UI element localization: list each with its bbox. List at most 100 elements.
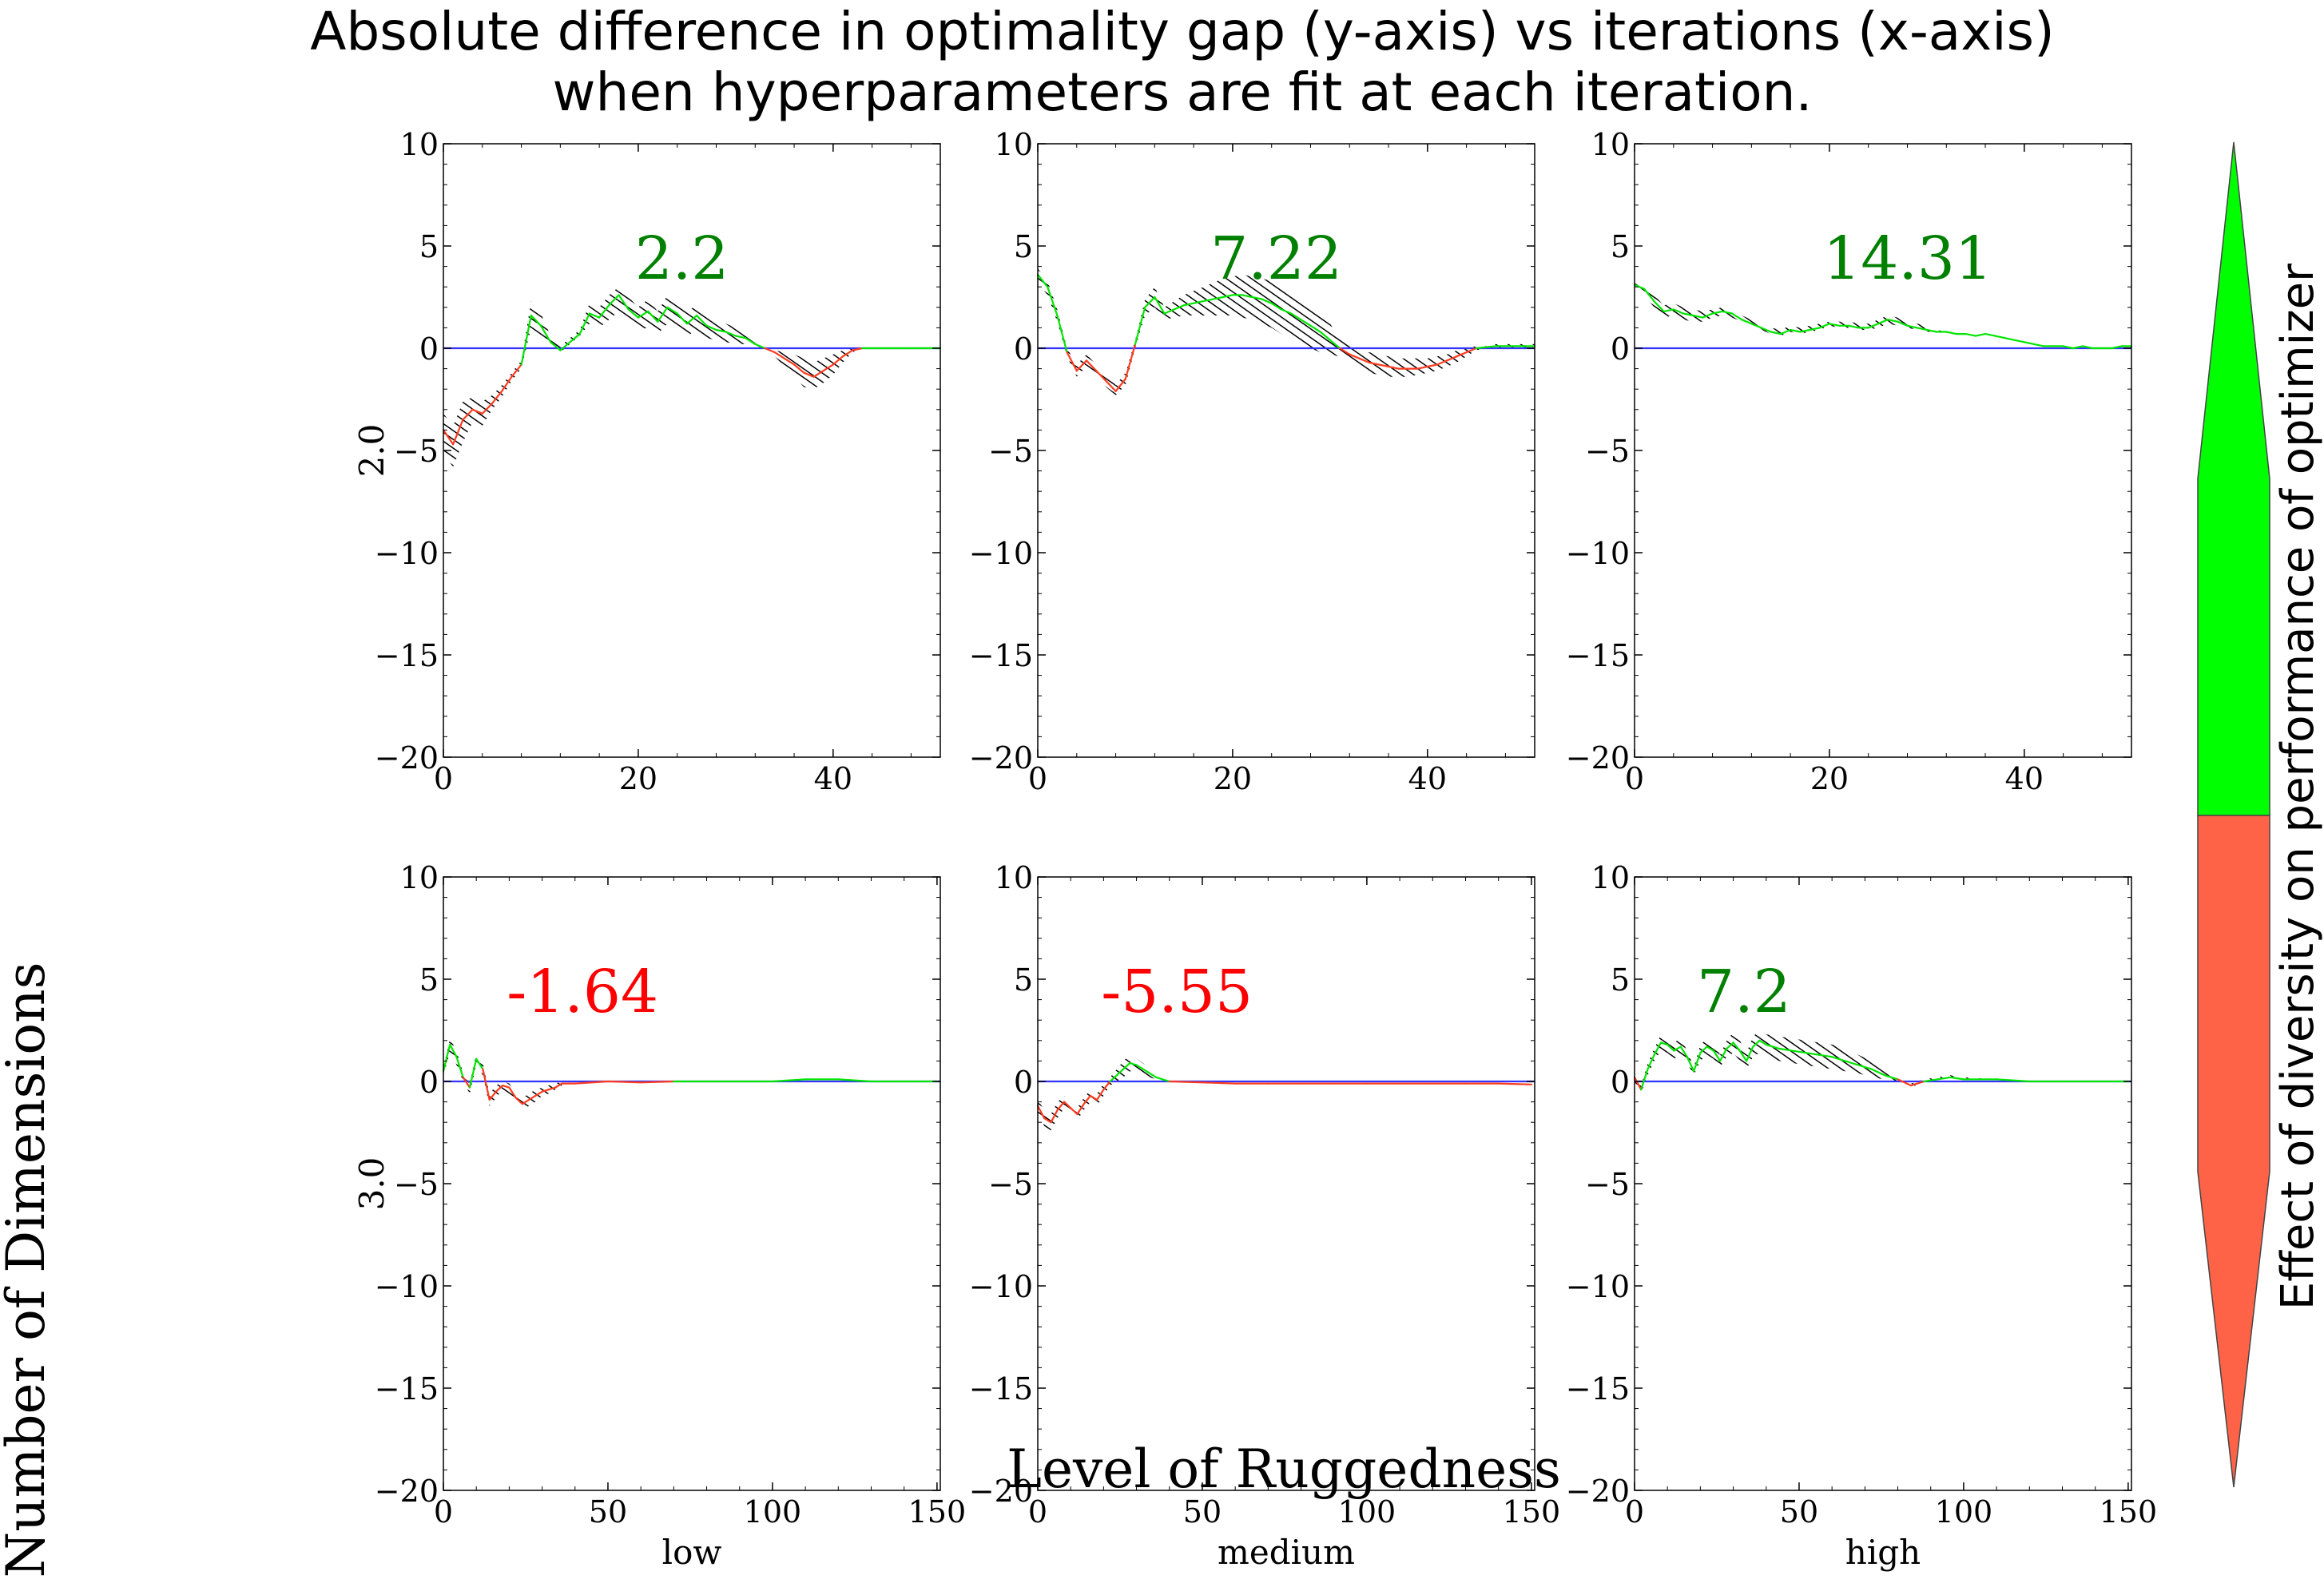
y-tick-label: −20 xyxy=(1566,1474,1630,1509)
y-tick-label: −5 xyxy=(394,434,439,469)
series-segment xyxy=(1105,379,1117,392)
series-segment xyxy=(2062,345,2074,350)
x-tick-label: 0 xyxy=(1028,1494,1047,1529)
series-segment xyxy=(488,1090,498,1101)
figure-title-line2: when hyperparameters are fit at each ite… xyxy=(553,61,1813,123)
series-segment xyxy=(468,1057,478,1089)
series-segment xyxy=(1338,347,1351,355)
series-segment xyxy=(1129,1061,1138,1066)
series-segment xyxy=(1790,328,1802,333)
series-segment xyxy=(1497,1082,1533,1085)
series-segment xyxy=(1712,1049,1722,1062)
series-segment xyxy=(1212,296,1224,300)
y-tick-label: 10 xyxy=(1591,127,1630,162)
series-segment xyxy=(1465,347,1477,354)
series-segment xyxy=(1897,1078,1913,1087)
series-segment xyxy=(1056,314,1068,354)
x-tick-label: 0 xyxy=(1028,761,1047,796)
series-segment xyxy=(1083,1094,1092,1105)
series-segment xyxy=(455,1056,464,1079)
score-annotation: 14.31 xyxy=(1823,224,1992,293)
y-tick-label: −15 xyxy=(375,1371,439,1406)
series-segment xyxy=(1663,308,1674,312)
y-tick-label: 5 xyxy=(1611,962,1630,998)
series-segment xyxy=(510,363,522,378)
y-tick-label: 0 xyxy=(1014,1065,1033,1100)
series-segment xyxy=(1805,1052,1820,1056)
series-segment xyxy=(1647,1053,1655,1070)
y-tick-label: −15 xyxy=(969,638,1033,673)
y-tick-label: 10 xyxy=(995,860,1033,895)
series-segment xyxy=(657,306,669,323)
confidence-band xyxy=(1038,1054,1531,1131)
series-segment xyxy=(1114,378,1126,392)
series-segment xyxy=(2013,339,2025,343)
series-segment xyxy=(822,363,834,372)
series-segment xyxy=(1135,1064,1144,1070)
series-segment xyxy=(725,331,737,337)
series-segment xyxy=(1289,312,1302,321)
series-segment xyxy=(764,347,776,354)
score-annotation: 2.2 xyxy=(635,224,729,293)
series-segment xyxy=(588,312,601,319)
series-segment xyxy=(1738,1049,1748,1062)
y-tick-label: −10 xyxy=(1566,1269,1630,1304)
series-segment xyxy=(627,308,640,319)
series-segment xyxy=(1633,284,1646,290)
series-segment xyxy=(1036,273,1049,288)
series-segment xyxy=(520,314,532,366)
series-segment xyxy=(508,1086,517,1099)
series-segment xyxy=(1102,1080,1111,1091)
series-segment xyxy=(1475,346,1488,350)
colorbar-label: Effect of diversity on performance of op… xyxy=(2272,263,2324,1310)
y-tick-label: −10 xyxy=(375,536,439,571)
series-segment xyxy=(482,1068,491,1101)
colorbar xyxy=(2197,141,2270,1488)
x-tick-label: 40 xyxy=(814,761,852,796)
series-segment xyxy=(1173,304,1186,311)
series-segment xyxy=(2081,345,2094,350)
series-segment xyxy=(1770,331,1782,335)
series-segment xyxy=(475,1057,484,1070)
series-segment xyxy=(471,408,483,415)
series-segment xyxy=(554,1082,563,1089)
series-segment xyxy=(578,312,591,335)
series-segment xyxy=(1261,298,1273,304)
series-segment xyxy=(1050,1109,1059,1124)
x-tick-label: 0 xyxy=(1625,1494,1644,1529)
series-segment xyxy=(1251,296,1263,300)
y-tick-label: 10 xyxy=(995,127,1033,162)
y-tick-label: 5 xyxy=(1014,962,1033,998)
series-segment xyxy=(1682,312,1694,317)
row-axis-title: Number of Dimensions xyxy=(0,962,57,1577)
series-segment xyxy=(1984,333,1996,337)
series-segment xyxy=(1066,351,1078,372)
series-segment xyxy=(1134,306,1146,345)
series-segment xyxy=(1909,1080,1925,1087)
series-segment xyxy=(837,1078,872,1083)
series-segment xyxy=(1974,333,1987,337)
series-segment xyxy=(491,390,503,405)
series-segment xyxy=(1726,1041,1734,1050)
series-segment xyxy=(2072,345,2084,350)
confidence-band xyxy=(443,287,940,467)
series-segment xyxy=(754,343,766,350)
y-tick-label: −5 xyxy=(988,1167,1033,1202)
series-segment xyxy=(640,1080,675,1084)
series-segment xyxy=(1122,1061,1131,1070)
series-segment xyxy=(2032,343,2045,347)
series-segment xyxy=(1109,1074,1118,1083)
series-segment xyxy=(1667,1043,1675,1052)
series-segment xyxy=(550,341,562,351)
series-segment xyxy=(744,337,757,345)
series-segment xyxy=(574,1080,610,1085)
series-segment xyxy=(1063,1101,1072,1109)
